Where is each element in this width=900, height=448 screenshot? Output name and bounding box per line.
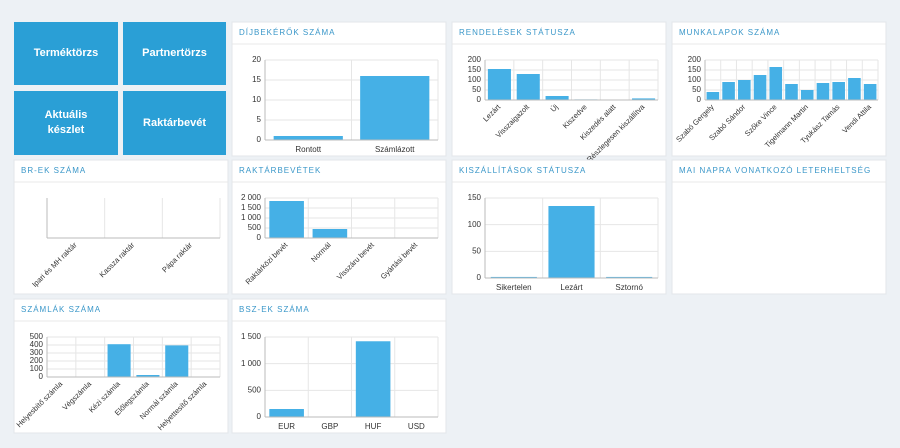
- bar: [545, 96, 569, 100]
- y-tick-label: 500: [248, 385, 262, 394]
- y-tick-label: 150: [468, 65, 482, 74]
- bar: [355, 341, 391, 417]
- bar: [165, 345, 189, 377]
- panel-title: KISZÁLLÍTÁSOK STÁTUSZA: [459, 166, 586, 175]
- panel-title: MUNKALAPOK SZÁMA: [679, 28, 780, 37]
- y-tick-label: 1 500: [241, 332, 262, 341]
- y-tick-label: 200: [468, 55, 482, 64]
- y-tick-label: 2 000: [241, 193, 262, 202]
- y-tick-label: 100: [30, 364, 44, 373]
- bar: [548, 206, 595, 278]
- panel-title: MAI NAPRA VONATKOZÓ LETERHELTSÉG: [679, 166, 871, 175]
- y-tick-label: 50: [472, 246, 481, 255]
- y-tick-label: 300: [30, 348, 44, 357]
- bar: [107, 344, 131, 377]
- panel-title: RENDELÉSEK STÁTUSZA: [459, 28, 576, 37]
- y-tick-label: 100: [468, 75, 482, 84]
- bar: [722, 82, 735, 100]
- y-tick-label: 500: [248, 223, 262, 232]
- bar: [490, 276, 537, 278]
- x-tick-label: Lezárt: [560, 283, 583, 292]
- y-tick-label: 50: [692, 85, 701, 94]
- panel-title: BR-EK SZÁMA: [21, 166, 86, 175]
- bar: [312, 229, 348, 238]
- x-tick-label: Rontott: [295, 145, 322, 154]
- bar: [360, 76, 430, 140]
- y-tick-label: 1 500: [241, 203, 262, 212]
- x-tick-label: USD: [408, 422, 425, 431]
- bar: [487, 69, 511, 100]
- y-tick-label: 0: [257, 412, 262, 421]
- panel-title: RAKTÁRBEVÉTEK: [239, 166, 321, 175]
- bar: [136, 375, 160, 377]
- y-tick-label: 1 000: [241, 213, 262, 222]
- panel: [451, 21, 667, 157]
- x-tick-label: Sztornó: [615, 283, 643, 292]
- x-tick-label: EUR: [278, 422, 295, 431]
- y-tick-label: 0: [257, 135, 262, 144]
- bar: [863, 84, 877, 100]
- bar: [738, 80, 751, 100]
- panel-title: BSZ-EK SZÁMA: [239, 305, 310, 314]
- button[interactable]: Aktuális készlet: [14, 91, 118, 155]
- y-tick-label: 150: [468, 193, 482, 202]
- bar: [832, 82, 845, 100]
- bar: [269, 409, 304, 417]
- y-tick-label: 0: [39, 372, 44, 381]
- bar: [516, 74, 540, 100]
- panel: [231, 298, 447, 434]
- y-tick-label: 150: [688, 65, 702, 74]
- button[interactable]: Terméktörzs: [14, 22, 118, 85]
- y-tick-label: 10: [252, 95, 261, 104]
- bar: [800, 90, 814, 100]
- panel-title: DÍJBEKÉRŐK SZÁMA: [239, 28, 335, 37]
- y-tick-label: 0: [477, 273, 482, 282]
- panel-title: SZÁMLÁK SZÁMA: [21, 305, 101, 314]
- x-tick-label: GBP: [321, 422, 338, 431]
- bar: [753, 75, 767, 100]
- y-tick-label: 15: [252, 75, 261, 84]
- button[interactable]: Raktárbevét: [123, 91, 226, 155]
- y-tick-label: 0: [477, 95, 482, 104]
- y-tick-label: 5: [257, 115, 262, 124]
- y-tick-label: 500: [30, 332, 44, 341]
- bar: [816, 83, 830, 100]
- y-tick-label: 50: [472, 85, 481, 94]
- y-tick-label: 100: [468, 220, 482, 229]
- bar: [632, 98, 656, 100]
- bar: [769, 67, 783, 100]
- bar: [269, 201, 304, 238]
- y-tick-label: 200: [688, 55, 702, 64]
- x-tick-label: Sikertelen: [496, 283, 532, 292]
- x-tick-label: Számlázott: [375, 145, 415, 154]
- y-tick-label: 0: [257, 233, 262, 242]
- y-tick-label: 0: [697, 95, 702, 104]
- bar: [848, 78, 861, 100]
- bar: [606, 276, 653, 278]
- y-tick-label: 200: [30, 356, 44, 365]
- y-tick-label: 1 000: [241, 359, 262, 368]
- x-tick-label: Új: [549, 102, 561, 114]
- bar: [706, 92, 720, 100]
- y-tick-label: 20: [252, 55, 261, 64]
- bar: [785, 84, 798, 100]
- button[interactable]: Partnertörzs: [123, 22, 226, 85]
- y-tick-label: 100: [688, 75, 702, 84]
- panel: [671, 159, 887, 295]
- bar: [273, 136, 343, 140]
- x-tick-label: HUF: [365, 422, 382, 431]
- y-tick-label: 400: [30, 340, 44, 349]
